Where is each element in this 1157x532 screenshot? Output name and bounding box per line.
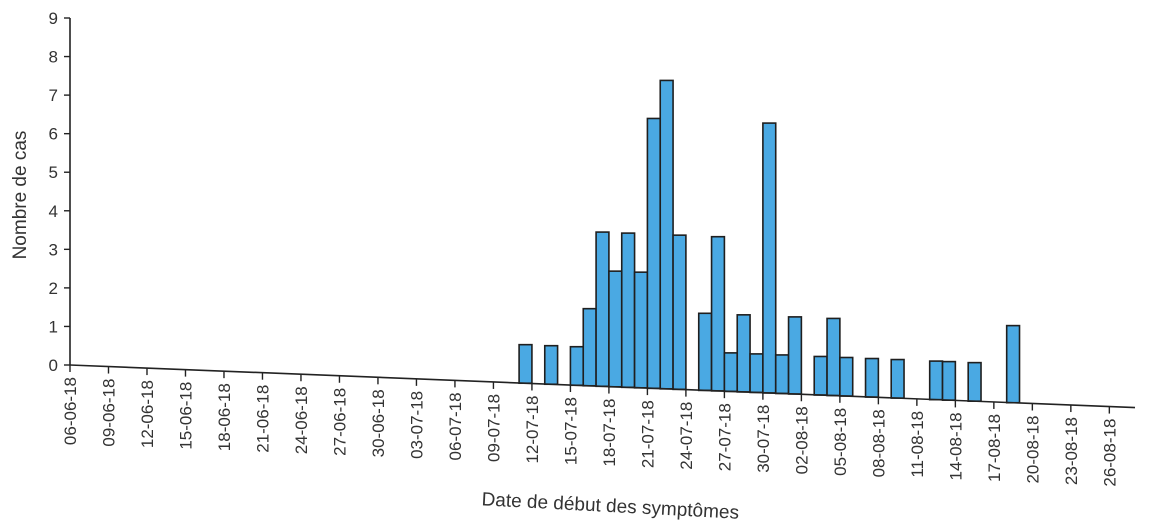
y-tick-label: 6 (49, 125, 58, 144)
bar (569, 345, 585, 387)
bar (749, 353, 764, 394)
x-tick-label: 15-07-18 (561, 397, 580, 465)
x-tick-label: 26-08-18 (1100, 419, 1119, 487)
bar (620, 232, 636, 389)
bar (659, 79, 674, 390)
x-tick-label: 03-07-18 (407, 391, 426, 459)
x-tick-label: 23-08-18 (1062, 417, 1081, 485)
x-tick-label: 21-07-18 (638, 400, 657, 468)
x-axis-ticks: 06-06-18 09-06-18 12-06-18 15-06-18 18-06-18… (61, 365, 1119, 487)
x-axis-line (69, 364, 1136, 409)
x-tick-label: 15-06-18 (176, 382, 195, 450)
x-tick-label: 12-07-18 (523, 395, 542, 463)
bar (1005, 324, 1021, 404)
x-tick-label: 18-06-18 (215, 383, 234, 451)
y-tick-label: 4 (49, 202, 58, 221)
bar (518, 343, 533, 385)
bar (839, 356, 854, 397)
x-tick-label: 27-07-18 (715, 403, 734, 471)
bar (890, 358, 905, 399)
y-tick-label: 8 (49, 48, 58, 67)
bar (633, 271, 649, 389)
x-tick-label: 09-07-18 (484, 394, 503, 462)
bar (710, 235, 726, 392)
bar (646, 117, 662, 390)
x-tick-label: 18-07-18 (600, 399, 619, 467)
bar (928, 360, 944, 401)
bar (608, 270, 623, 388)
bar (723, 352, 739, 393)
x-tick-label: 24-06-18 (292, 386, 311, 454)
x-tick-label: 20-08-18 (1023, 415, 1042, 483)
bar (582, 307, 597, 387)
x-tick-label: 05-08-18 (831, 408, 850, 476)
x-tick-label: 06-06-18 (61, 377, 80, 445)
x-tick-label: 02-08-18 (792, 406, 811, 474)
bar (697, 312, 713, 392)
x-tick-label: 30-06-18 (369, 389, 388, 457)
bar (672, 234, 687, 391)
y-tick-label: 5 (49, 163, 58, 182)
x-tick-label: 06-07-18 (446, 392, 465, 460)
bar (864, 357, 880, 398)
y-tick-label: 3 (49, 240, 58, 259)
x-tick-label: 27-06-18 (330, 388, 349, 456)
bar (595, 231, 610, 388)
bar (967, 361, 982, 402)
y-tick-label: 2 (49, 279, 58, 298)
x-tick-label: 21-06-18 (253, 385, 272, 453)
bar (762, 122, 777, 394)
y-axis-ticks: 0 1 2 3 4 5 6 7 8 9 (49, 9, 70, 375)
bar (774, 354, 790, 395)
bar (736, 314, 751, 393)
x-tick-label: 30-07-18 (754, 405, 773, 473)
x-axis-label: Date de début des symptômes (481, 489, 739, 523)
bar (941, 360, 957, 401)
x-tick-label: 08-08-18 (869, 409, 888, 477)
x-tick-label: 17-08-18 (985, 414, 1004, 482)
bars (518, 79, 1021, 404)
y-tick-label: 7 (49, 86, 58, 105)
x-tick-label: 14-08-18 (946, 412, 965, 480)
x-tick-label: 09-06-18 (99, 379, 118, 447)
bar (787, 316, 803, 395)
bar (543, 344, 559, 386)
y-tick-label: 9 (49, 9, 58, 28)
bar (813, 355, 828, 396)
y-tick-label: 1 (49, 317, 58, 336)
bar (826, 317, 841, 397)
y-axis-label: Nombre de cas (10, 131, 31, 260)
x-tick-label: 24-07-18 (677, 402, 696, 470)
x-tick-label: 12-06-18 (138, 380, 157, 448)
y-tick-label: 0 (49, 356, 58, 375)
x-tick-label: 11-08-18 (908, 411, 927, 478)
